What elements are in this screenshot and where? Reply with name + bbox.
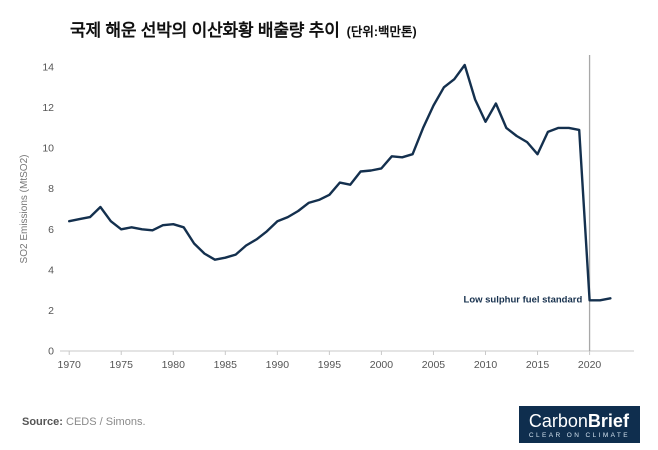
emissions-line (68, 63, 612, 302)
carbonbrief-logo-text: CarbonBrief (529, 411, 630, 431)
y-axis-title: SO2 Emissions (MtSO2) (19, 155, 30, 264)
x-tick-label: 2010 (474, 359, 498, 371)
x-tick-label: 2020 (578, 359, 602, 371)
x-tick-label: 1975 (110, 359, 134, 371)
x-tick-label: 1990 (266, 359, 290, 371)
x-tick-label: 1995 (318, 359, 342, 371)
y-tick-label: 10 (42, 143, 54, 155)
source-label: Source: CEDS / Simons. (22, 406, 146, 428)
x-tick-label: 1970 (58, 359, 82, 371)
x-tick-label: 2005 (422, 359, 446, 371)
x-tick-label: 1985 (214, 359, 238, 371)
carbonbrief-logo: CarbonBrief CLEAR ON CLIMATE (518, 406, 640, 443)
x-tick-label: 2000 (370, 359, 394, 371)
y-tick-label: 0 (48, 346, 54, 358)
y-tick-label: 4 (48, 264, 54, 276)
chart-footer: Source: CEDS / Simons. CarbonBrief CLEAR… (0, 392, 658, 443)
y-tick-label: 14 (42, 62, 54, 74)
chart-title: 국제 해운 선박의 이산화황 배출량 추이 (70, 21, 340, 40)
so2-emissions-line-chart: 0 2 4 6 8 10 12 14 1970 1975 1980 1985 1990 1995 2000 2… (19, 55, 634, 371)
logo-brief: Brief (587, 411, 629, 431)
y-tick-label: 12 (42, 102, 54, 114)
carbonbrief-tagline: CLEAR ON CLIMATE (528, 432, 630, 439)
chart-area: 0 2 4 6 8 10 12 14 1970 1975 1980 1985 1990 1995 2000 2… (14, 49, 658, 392)
y-tick-label: 8 (48, 183, 54, 195)
source-value: CEDS / Simons. (66, 416, 146, 428)
chart-unit-label: (단위:백만톤) (346, 25, 417, 39)
annotation-low-sulphur: Low sulphur fuel standard (464, 294, 583, 305)
chart-header: 국제 해운 선박의 이산화황 배출량 추이 (단위:백만톤) (0, 0, 658, 41)
x-tick-label: 2015 (526, 359, 550, 371)
source-prefix: Source: (22, 416, 63, 428)
logo-carbon: Carbon (528, 411, 588, 431)
x-tick-label: 1980 (162, 359, 186, 371)
y-tick-label: 2 (48, 305, 54, 317)
y-tick-label: 6 (48, 224, 54, 236)
